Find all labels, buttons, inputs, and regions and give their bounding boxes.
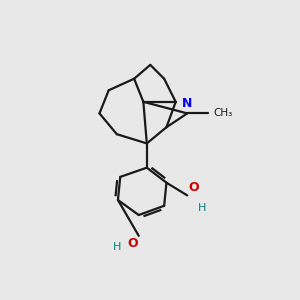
Text: H: H — [113, 242, 122, 252]
Text: H: H — [198, 203, 206, 213]
Text: N: N — [182, 97, 192, 110]
Text: O: O — [127, 237, 138, 250]
Text: O: O — [188, 181, 199, 194]
Text: CH₃: CH₃ — [214, 108, 233, 118]
